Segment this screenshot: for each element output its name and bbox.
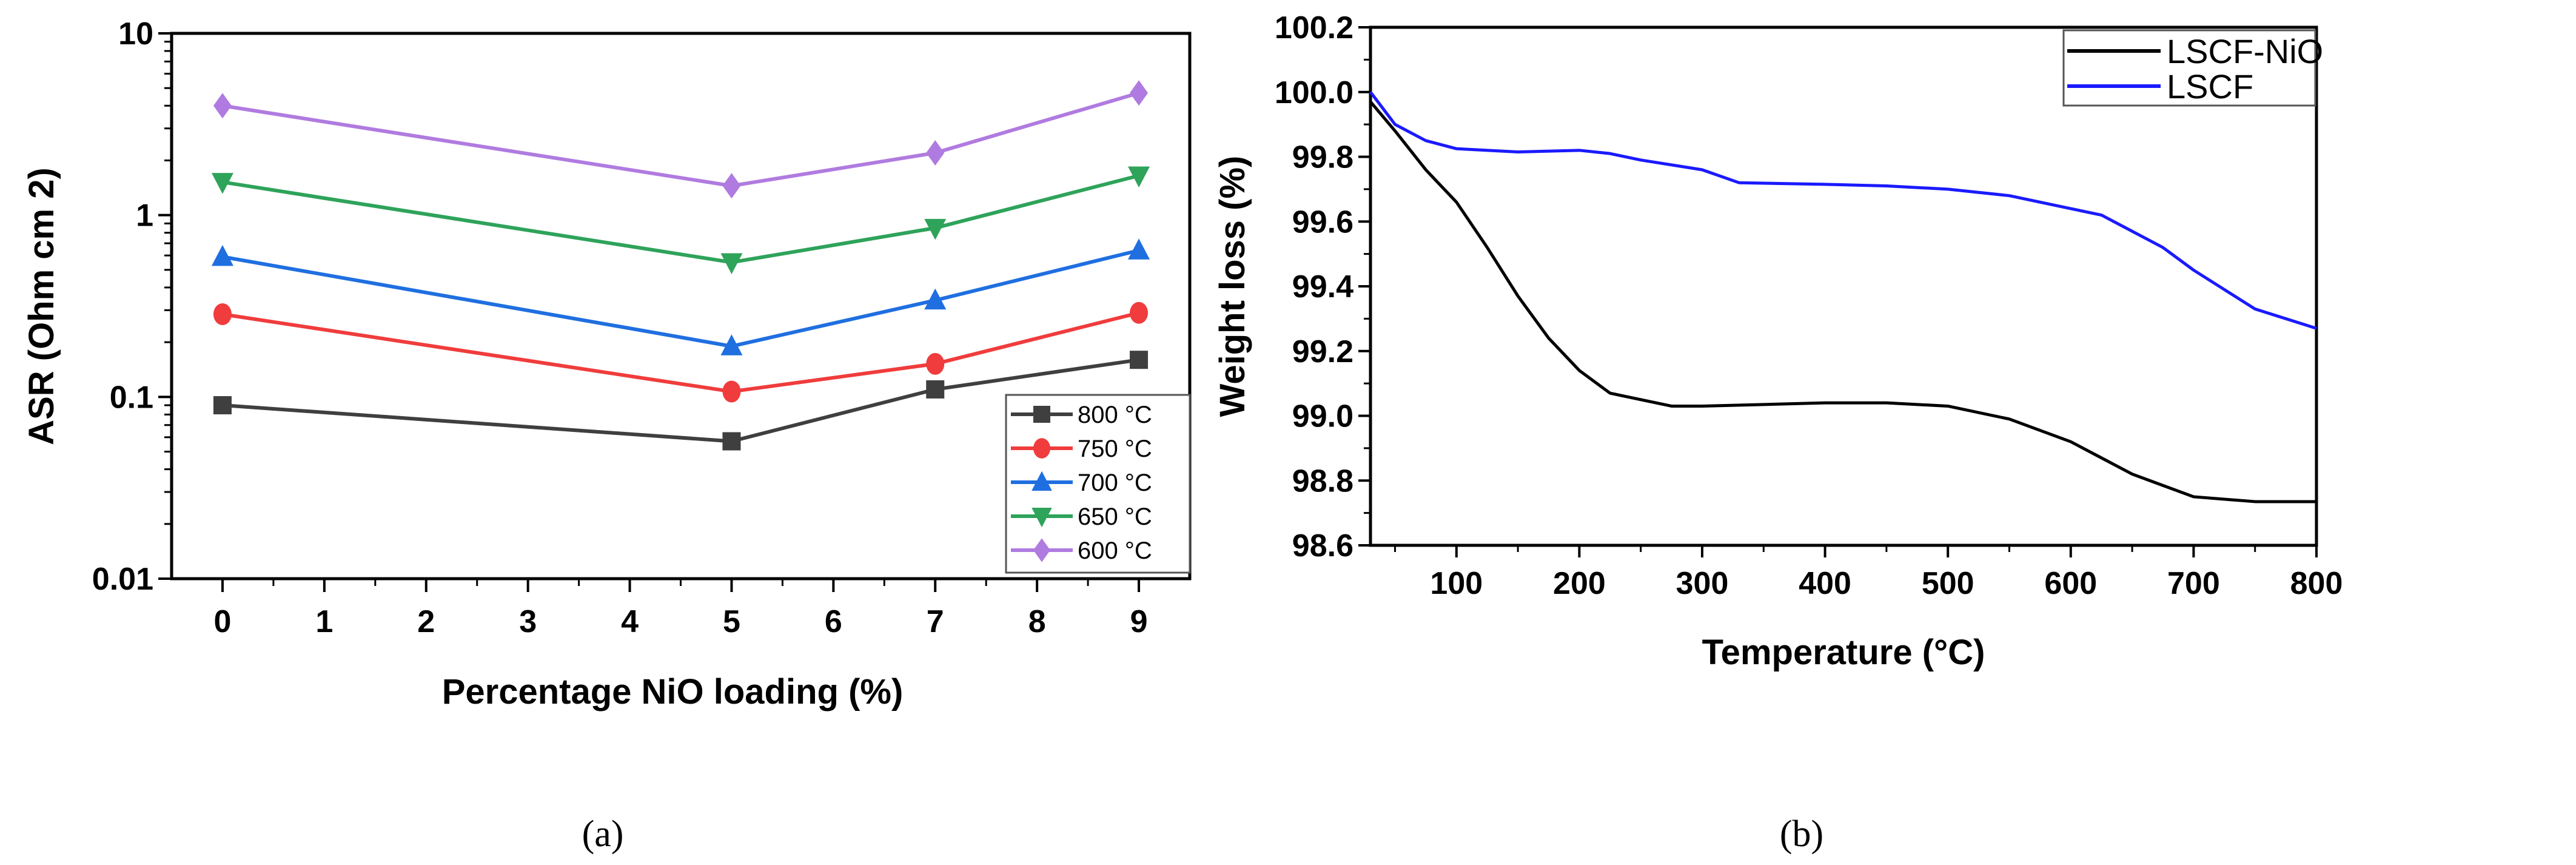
data-point [722,432,741,451]
y-tick-label: 0.01 [92,562,153,597]
data-point [924,288,947,310]
x-tick-label: 7 [927,604,944,639]
data-point [720,253,743,274]
series-line-750 [222,311,1139,394]
legend-box [2062,29,2316,107]
data-point [1130,301,1149,324]
panel-b-tga-chart: 100 200 300 400 500 600 700 800 98.6 98.8 99.0 99.2… [1275,10,2343,601]
y-tick-label: 99.4 [1292,269,1353,305]
x-tick-label: 6 [825,604,842,639]
legend-marker [1031,508,1052,528]
x-tick-label: 1 [315,604,333,639]
legend-marker [1031,471,1052,491]
panel-b-x-axis-label: Temperature (°C) [1702,633,1985,672]
x-tick-label: 100 [1430,566,1483,601]
series-line-800 [222,358,1139,443]
y-tick-label: 0.1 [110,380,153,415]
series-line-700 [222,248,1139,348]
data-point [1130,351,1149,369]
data-point [926,140,945,166]
panel-a-caption: (a) [582,813,624,855]
x-tick-label: 600 [2044,566,2097,601]
legend-label: LSCF-NiO [2167,32,2323,70]
y-tick-label: 10 [118,16,153,52]
y-tick-label: 99.6 [1292,204,1353,240]
x-tick-label: 2 [417,604,435,639]
y-tick-label: 1 [136,198,153,234]
legend-label: 800 °C [1078,402,1152,428]
x-tick-label: 200 [1553,566,1606,601]
x-tick-label: 400 [1799,566,1851,601]
panel-a-x-axis-label: Percentage NiO loading (%) [442,672,904,712]
legend-label: LSCF [2167,67,2253,106]
data-point [926,352,945,375]
panel-a-y-axis-label: ASR (Ohm cm 2) [22,167,61,445]
x-tick-label: 4 [621,604,639,639]
x-tick-label: 800 [2290,566,2343,601]
data-point [211,244,233,266]
data-point [213,303,232,326]
y-tick-label: 99.8 [1292,140,1353,175]
series-line-lscf-nio [1369,101,2316,503]
series-line-600 [222,91,1139,188]
data-point [924,218,947,240]
data-point [213,396,232,415]
x-tick-label: 9 [1130,604,1148,639]
legend-label: 750 °C [1078,436,1152,462]
legend-label: 650 °C [1078,503,1152,530]
series-line-650 [222,173,1139,264]
legend-marker [1033,538,1050,562]
data-point [213,93,232,119]
series-line-lscf [1369,91,2317,330]
x-tick-label: 300 [1676,566,1729,601]
legend-label: 600 °C [1078,537,1152,564]
data-point [211,173,233,194]
data-point [1128,238,1150,260]
legend-label: 700 °C [1078,470,1152,496]
x-tick-label: 0 [213,604,231,639]
data-point [1130,80,1149,106]
y-tick-label: 98.6 [1292,528,1353,564]
y-tick-label: 99.2 [1292,334,1353,369]
legend-marker [1033,438,1050,459]
data-point [926,380,945,399]
x-tick-label: 500 [1922,566,1974,601]
data-point [1128,166,1150,187]
y-tick-label: 98.8 [1292,463,1353,499]
x-tick-label: 5 [723,604,740,639]
y-tick-label: 100.0 [1275,75,1353,110]
data-point [720,334,743,355]
data-point [722,380,741,403]
x-tick-label: 3 [519,604,537,639]
panel-b-y-axis-label: Weight loss (%) [1213,156,1252,417]
panel-b-caption: (b) [1780,813,1823,855]
legend-marker [1033,406,1050,423]
y-tick-label: 99.0 [1292,399,1353,434]
data-point [722,173,741,199]
panel-a-asr-chart: 0 1 2 3 4 5 6 7 8 9 0.01 0.1 1 10 800 °C 750 °C 700 °C 65… [92,16,1192,639]
x-tick-label: 700 [2167,566,2220,601]
x-tick-label: 8 [1028,604,1046,639]
y-tick-label: 100.2 [1275,10,1353,45]
